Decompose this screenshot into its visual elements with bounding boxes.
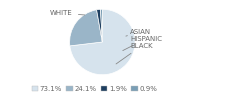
Legend: 73.1%, 24.1%, 1.9%, 0.9%: 73.1%, 24.1%, 1.9%, 0.9% [29,83,160,95]
Text: ASIAN: ASIAN [126,28,151,36]
Wedge shape [101,9,102,42]
Wedge shape [70,9,135,75]
Text: BLACK: BLACK [116,43,153,64]
Text: HISPANIC: HISPANIC [123,36,162,51]
Wedge shape [70,10,102,46]
Wedge shape [96,9,102,42]
Text: WHITE: WHITE [50,10,85,16]
